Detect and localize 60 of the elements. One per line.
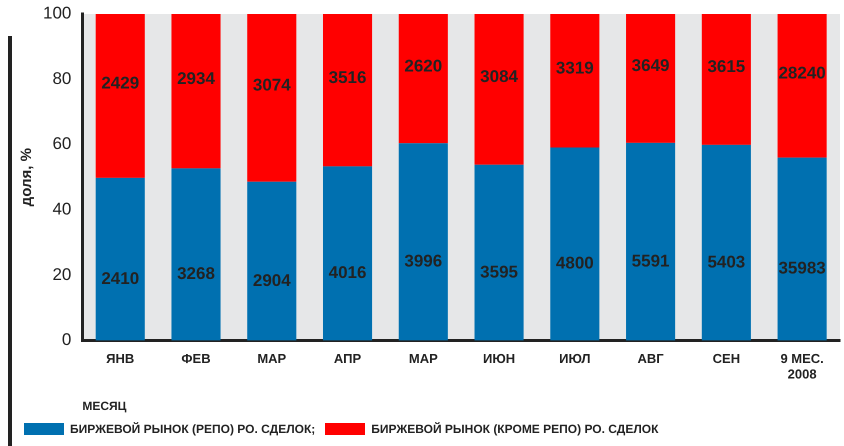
annotation: 3595 xyxy=(480,262,518,282)
annotation: 2410 xyxy=(101,268,140,288)
bar xyxy=(398,143,448,340)
x-tick-label: 9 МЕС. 2008 xyxy=(780,350,824,382)
x-tick-label: ФЕВ xyxy=(181,350,211,366)
annotation: 3319 xyxy=(556,58,594,78)
y-tick-label: 80 xyxy=(52,68,72,88)
annotation: 28240 xyxy=(778,63,826,82)
legend-label: БИРЖЕВОЙ РЫНОК (РЕПО) РО. СДЕЛОК; xyxy=(70,422,316,436)
bar xyxy=(626,14,676,143)
x-tick-label: ИЮН xyxy=(482,350,516,366)
bar xyxy=(96,178,145,340)
x-tick-label: АПР xyxy=(334,350,362,366)
x-tick-label: МАР xyxy=(408,350,438,366)
bar xyxy=(702,14,751,145)
bar xyxy=(171,14,221,168)
x-tick-label: МАР xyxy=(257,350,287,366)
annotation: 4016 xyxy=(328,263,366,282)
annotation: 5591 xyxy=(632,251,670,270)
bar xyxy=(322,166,372,340)
y-tick-label: 0 xyxy=(62,330,72,350)
x-tick-label: СЕН xyxy=(712,350,740,366)
y-tick-label: 100 xyxy=(42,4,72,23)
bar xyxy=(474,14,524,165)
annotation: 2904 xyxy=(252,270,292,290)
x-tick-label: ЯНВ xyxy=(106,350,134,366)
annotation: 5403 xyxy=(707,252,746,272)
bar xyxy=(247,182,296,340)
y-tick-label: 20 xyxy=(52,264,72,284)
bar xyxy=(96,14,145,178)
annotation: 3084 xyxy=(480,67,519,86)
annotation: 2934 xyxy=(177,68,216,88)
annotation: 3996 xyxy=(404,252,442,271)
bar xyxy=(474,164,524,340)
annotation: 2429 xyxy=(101,74,140,93)
annotation: 2620 xyxy=(404,56,442,76)
bar xyxy=(550,148,600,340)
x-tick-label: АВГ xyxy=(638,350,664,366)
y-tick-label: 60 xyxy=(52,134,72,154)
bar xyxy=(247,14,296,182)
bar xyxy=(398,14,448,144)
legend-label: БИРЖЕВОЙ РЫНОК (КРОМЕ РЕПО) РО. СДЕЛОК xyxy=(371,422,658,436)
y-tick-label: 40 xyxy=(52,200,72,219)
bar xyxy=(550,14,600,148)
annotation: 35983 xyxy=(778,258,826,278)
bar xyxy=(778,158,827,340)
bar xyxy=(171,168,221,340)
x-tick-label: ИЮЛ xyxy=(559,350,591,366)
annotation: 3516 xyxy=(328,68,366,87)
annotation: 3615 xyxy=(707,57,746,76)
annotation: 3649 xyxy=(632,56,670,76)
annotation: 3074 xyxy=(252,76,292,95)
bar xyxy=(322,14,372,166)
annotation: 3268 xyxy=(177,264,215,284)
x-axis-title: МЕСЯЦ xyxy=(82,399,127,414)
annotation: 4800 xyxy=(556,254,594,273)
y-axis-title: доля, % xyxy=(18,148,36,206)
bar xyxy=(702,144,751,340)
bar xyxy=(778,14,827,158)
bar xyxy=(626,142,676,340)
